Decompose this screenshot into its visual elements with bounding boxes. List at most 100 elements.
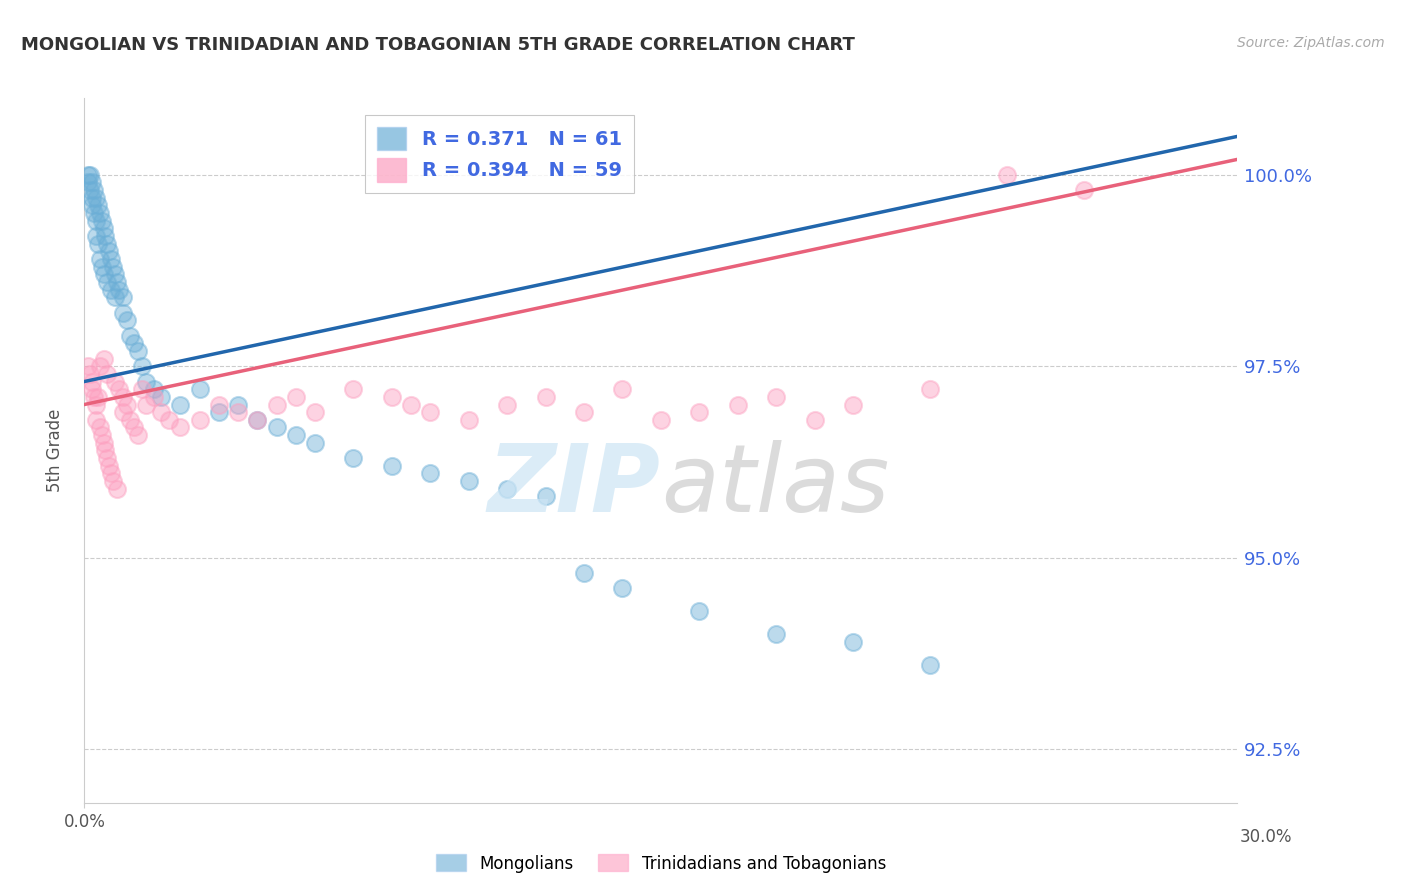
Point bbox=[111, 390, 134, 404]
Point bbox=[246, 413, 269, 427]
Point bbox=[79, 168, 101, 182]
Point bbox=[89, 206, 111, 220]
Point bbox=[80, 175, 103, 189]
Point bbox=[83, 390, 105, 404]
Point bbox=[266, 397, 288, 411]
Point bbox=[93, 435, 115, 450]
Point bbox=[157, 413, 180, 427]
Point bbox=[77, 168, 100, 182]
Point bbox=[104, 290, 127, 304]
Point bbox=[94, 229, 117, 244]
Point bbox=[342, 382, 364, 396]
Point bbox=[169, 397, 191, 411]
Point bbox=[111, 405, 134, 419]
Point bbox=[142, 390, 165, 404]
Point bbox=[304, 435, 326, 450]
Point bbox=[96, 451, 118, 466]
Point bbox=[208, 397, 231, 411]
Point bbox=[115, 397, 138, 411]
Point bbox=[96, 275, 118, 289]
Point bbox=[111, 305, 134, 319]
Point bbox=[94, 443, 117, 458]
Y-axis label: 5th Grade: 5th Grade bbox=[45, 409, 63, 492]
Point bbox=[77, 359, 100, 374]
Point bbox=[84, 191, 107, 205]
Point bbox=[496, 397, 519, 411]
Point bbox=[226, 397, 249, 411]
Point bbox=[918, 382, 941, 396]
Point bbox=[90, 213, 112, 227]
Point bbox=[572, 566, 595, 580]
Point bbox=[765, 390, 787, 404]
Point bbox=[80, 191, 103, 205]
Text: 30.0%: 30.0% bbox=[1240, 828, 1292, 846]
Point bbox=[80, 382, 103, 396]
Text: Source: ZipAtlas.com: Source: ZipAtlas.com bbox=[1237, 36, 1385, 50]
Point bbox=[83, 183, 105, 197]
Point bbox=[89, 420, 111, 434]
Point bbox=[419, 405, 441, 419]
Point bbox=[120, 413, 142, 427]
Point bbox=[342, 451, 364, 466]
Point bbox=[284, 390, 307, 404]
Point bbox=[80, 375, 103, 389]
Point bbox=[93, 221, 115, 235]
Point bbox=[612, 582, 634, 596]
Text: MONGOLIAN VS TRINIDADIAN AND TOBAGONIAN 5TH GRADE CORRELATION CHART: MONGOLIAN VS TRINIDADIAN AND TOBAGONIAN … bbox=[21, 36, 855, 54]
Point bbox=[266, 420, 288, 434]
Point bbox=[131, 382, 153, 396]
Text: ZIP: ZIP bbox=[488, 440, 661, 532]
Point bbox=[995, 168, 1018, 182]
Point bbox=[89, 359, 111, 374]
Point bbox=[103, 260, 124, 274]
Point bbox=[108, 382, 131, 396]
Point bbox=[96, 236, 118, 251]
Point bbox=[93, 268, 115, 282]
Point bbox=[135, 397, 157, 411]
Point bbox=[150, 405, 173, 419]
Point bbox=[100, 252, 122, 266]
Point bbox=[381, 390, 404, 404]
Point bbox=[208, 405, 231, 419]
Point bbox=[534, 390, 557, 404]
Point bbox=[131, 359, 153, 374]
Point bbox=[650, 413, 672, 427]
Point bbox=[105, 275, 128, 289]
Point bbox=[103, 474, 124, 488]
Point bbox=[87, 236, 110, 251]
Point bbox=[84, 229, 107, 244]
Point bbox=[246, 413, 269, 427]
Point bbox=[496, 482, 519, 496]
Point bbox=[457, 474, 479, 488]
Legend: Mongolians, Trinidadians and Tobagonians: Mongolians, Trinidadians and Tobagonians bbox=[429, 847, 893, 880]
Point bbox=[419, 467, 441, 481]
Point bbox=[104, 375, 127, 389]
Point bbox=[304, 405, 326, 419]
Point bbox=[127, 428, 149, 442]
Point bbox=[115, 313, 138, 327]
Point bbox=[188, 413, 211, 427]
Point bbox=[87, 390, 110, 404]
Point bbox=[612, 382, 634, 396]
Point bbox=[79, 183, 101, 197]
Point bbox=[90, 428, 112, 442]
Point bbox=[135, 375, 157, 389]
Point bbox=[80, 198, 103, 212]
Point bbox=[399, 397, 422, 411]
Point bbox=[127, 343, 149, 358]
Point bbox=[918, 657, 941, 672]
Point bbox=[90, 260, 112, 274]
Point bbox=[765, 627, 787, 641]
Point bbox=[120, 328, 142, 343]
Point bbox=[104, 268, 127, 282]
Point bbox=[572, 405, 595, 419]
Legend: R = 0.371   N = 61, R = 0.394   N = 59: R = 0.371 N = 61, R = 0.394 N = 59 bbox=[366, 115, 634, 194]
Point bbox=[1073, 183, 1095, 197]
Point bbox=[457, 413, 479, 427]
Point bbox=[98, 458, 121, 473]
Point bbox=[842, 635, 865, 649]
Point bbox=[727, 397, 749, 411]
Point bbox=[84, 213, 107, 227]
Point bbox=[142, 382, 165, 396]
Point bbox=[98, 244, 121, 259]
